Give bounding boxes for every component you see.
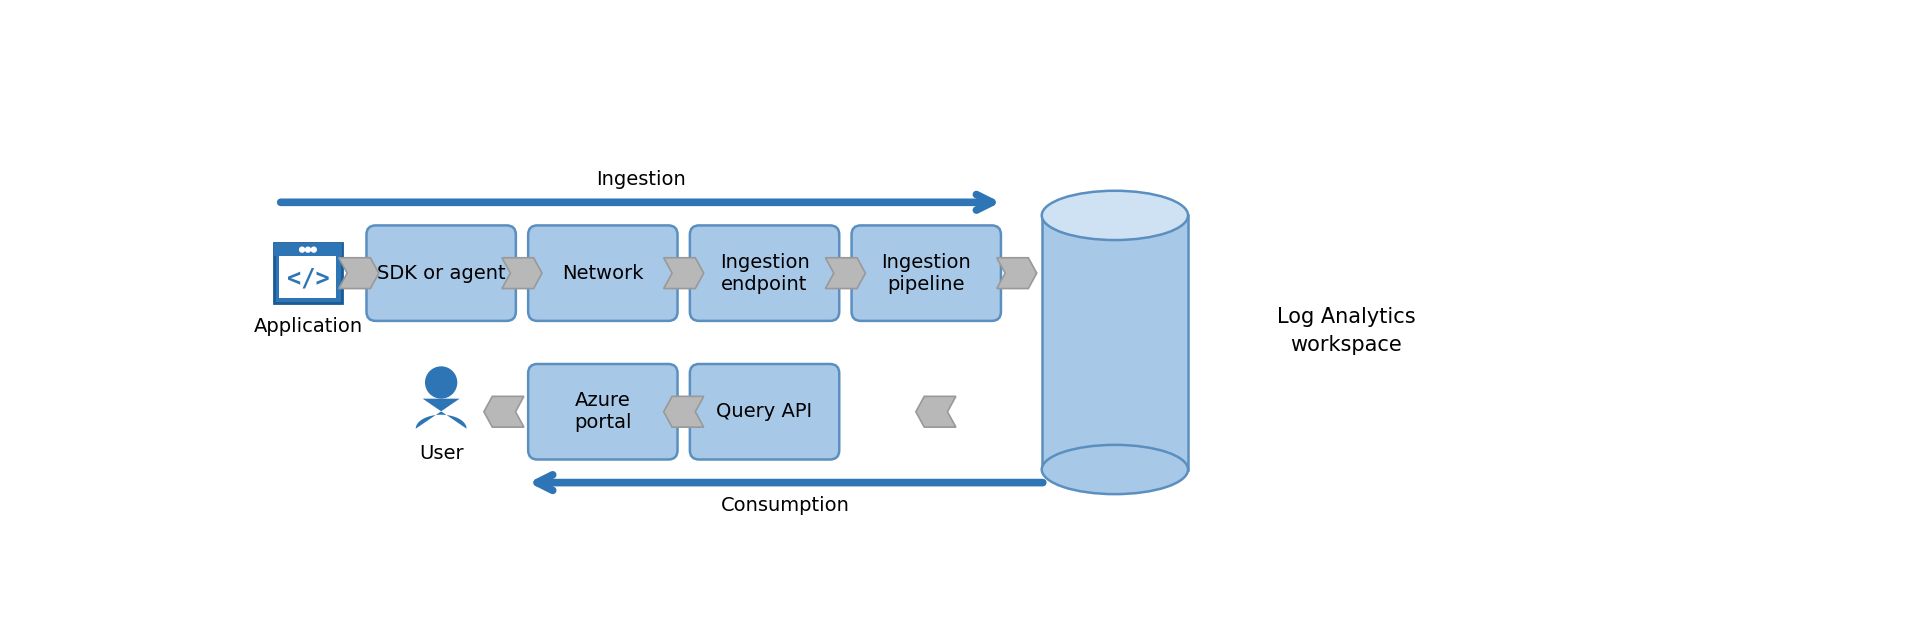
FancyBboxPatch shape — [689, 364, 839, 460]
Text: Ingestion
endpoint: Ingestion endpoint — [720, 253, 810, 294]
Polygon shape — [664, 396, 705, 427]
Polygon shape — [417, 399, 467, 429]
Text: Azure
portal: Azure portal — [574, 391, 632, 432]
Circle shape — [311, 247, 317, 252]
Text: Log Analytics
workspace: Log Analytics workspace — [1277, 307, 1415, 355]
Ellipse shape — [1043, 191, 1188, 240]
FancyBboxPatch shape — [275, 243, 342, 303]
Text: Ingestion
pipeline: Ingestion pipeline — [881, 253, 972, 294]
Text: User: User — [419, 444, 463, 463]
FancyBboxPatch shape — [367, 225, 516, 321]
Text: Network: Network — [563, 264, 643, 283]
Polygon shape — [916, 396, 956, 427]
Circle shape — [300, 247, 305, 252]
Polygon shape — [501, 258, 541, 289]
FancyBboxPatch shape — [852, 225, 1000, 321]
Polygon shape — [484, 396, 524, 427]
Polygon shape — [826, 258, 866, 289]
Text: Query API: Query API — [716, 403, 812, 421]
Text: </>: </> — [286, 266, 330, 291]
Text: Consumption: Consumption — [722, 495, 851, 515]
Bar — [1043, 216, 1188, 470]
Polygon shape — [664, 258, 705, 289]
Polygon shape — [996, 258, 1037, 289]
Text: Ingestion: Ingestion — [595, 170, 685, 189]
Ellipse shape — [1043, 445, 1188, 494]
Polygon shape — [338, 258, 378, 289]
FancyBboxPatch shape — [528, 225, 678, 321]
Circle shape — [305, 247, 311, 252]
Bar — [280, 256, 336, 298]
Circle shape — [424, 366, 457, 399]
Bar — [275, 243, 342, 256]
Text: Application: Application — [253, 317, 363, 336]
FancyBboxPatch shape — [528, 364, 678, 460]
FancyBboxPatch shape — [689, 225, 839, 321]
Text: SDK or agent: SDK or agent — [376, 264, 505, 283]
